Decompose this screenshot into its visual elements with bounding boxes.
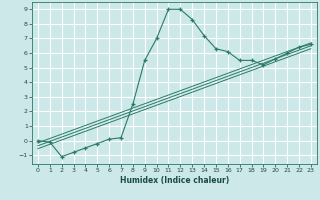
X-axis label: Humidex (Indice chaleur): Humidex (Indice chaleur) [120,176,229,185]
